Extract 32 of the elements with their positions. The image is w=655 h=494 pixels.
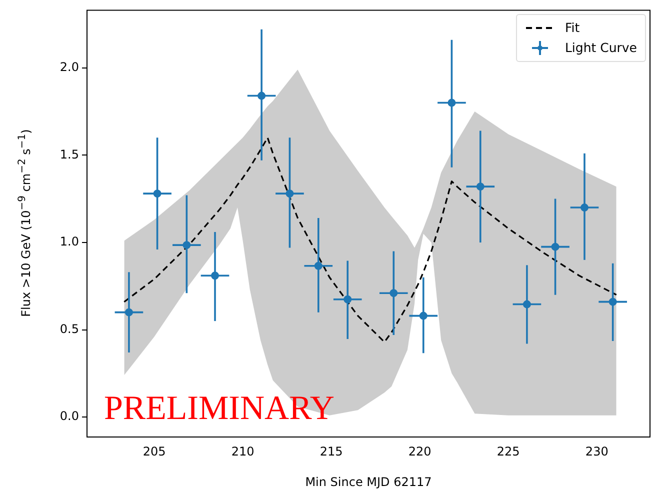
y-tick-label: 0.0 <box>60 409 79 424</box>
point <box>344 295 352 304</box>
point <box>390 289 398 298</box>
y-tick-label: 2.0 <box>60 60 79 74</box>
point <box>476 182 484 191</box>
point <box>258 92 266 100</box>
x-tick-label: 205 <box>142 444 166 458</box>
point <box>153 190 162 198</box>
point <box>182 241 191 250</box>
point <box>124 308 133 316</box>
x-tick-label: 220 <box>408 444 432 458</box>
y-tick-label: 0.5 <box>60 322 79 336</box>
point <box>580 204 588 212</box>
point <box>522 300 531 308</box>
point <box>551 242 560 251</box>
point <box>314 262 322 270</box>
x-tick-label: 210 <box>231 444 254 458</box>
point <box>448 98 456 107</box>
line-series <box>123 136 618 343</box>
x-axis-title: Min Since MJD 62117 <box>305 474 432 489</box>
x-tick-label: 225 <box>496 444 520 458</box>
point <box>211 272 220 280</box>
y-tick-label: 1.0 <box>60 234 79 249</box>
x-tick-label: 215 <box>320 444 343 458</box>
annotation: PRELIMINARY <box>104 390 334 427</box>
point <box>419 312 428 320</box>
legend-label: Fit <box>564 19 580 37</box>
point <box>608 298 617 306</box>
legend-label: Light Curve <box>564 39 637 57</box>
x-tick-label: 230 <box>585 444 608 458</box>
y-tick-label: 1.5 <box>60 147 79 162</box>
point <box>286 190 294 198</box>
